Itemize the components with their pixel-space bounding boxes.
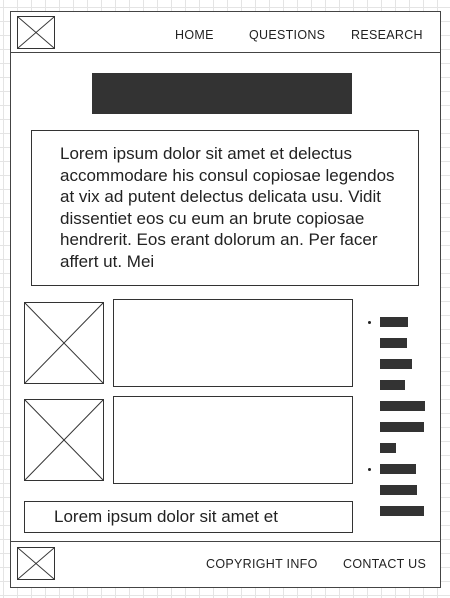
content-image-2[interactable] [24,399,104,481]
intro-paragraph: Lorem ipsum dolor sit amet et delectus a… [60,144,395,271]
list-item[interactable] [380,443,396,453]
image-placeholder-icon [25,400,103,480]
list-item[interactable] [380,317,408,327]
list-item[interactable] [380,401,425,411]
header-divider [11,52,440,53]
list-item[interactable] [380,506,424,516]
nav-link-research[interactable]: RESEARCH [351,28,423,42]
list-item[interactable] [380,485,417,495]
list-bullet [368,468,371,471]
content-image-1[interactable] [24,302,104,384]
list-item[interactable] [380,359,412,369]
caption-box: Lorem ipsum dolor sit amet et [24,501,353,533]
image-placeholder-icon [18,17,54,48]
content-panel-1 [113,299,353,387]
content-panel-2 [113,396,353,484]
list-item[interactable] [380,464,416,474]
footer-divider [11,541,440,542]
wireframe-page: HOME QUESTIONS RESEARCH Lorem ipsum dolo… [10,11,441,588]
intro-text-box: Lorem ipsum dolor sit amet et delectus a… [31,130,419,286]
list-bullet [368,321,371,324]
list-item[interactable] [380,422,424,432]
list-item[interactable] [380,338,407,348]
footer-logo-placeholder-image[interactable] [17,547,55,580]
caption-text: Lorem ipsum dolor sit amet et [54,507,278,526]
logo-placeholder-image[interactable] [17,16,55,49]
image-placeholder-icon [18,548,54,579]
list-item[interactable] [380,380,405,390]
footer-link-copyright[interactable]: COPYRIGHT INFO [206,557,318,571]
footer-link-contact[interactable]: CONTACT US [343,557,427,571]
nav-link-questions[interactable]: QUESTIONS [249,28,326,42]
image-placeholder-icon [25,303,103,383]
nav-link-home[interactable]: HOME [175,28,214,42]
headline-banner [92,73,352,114]
